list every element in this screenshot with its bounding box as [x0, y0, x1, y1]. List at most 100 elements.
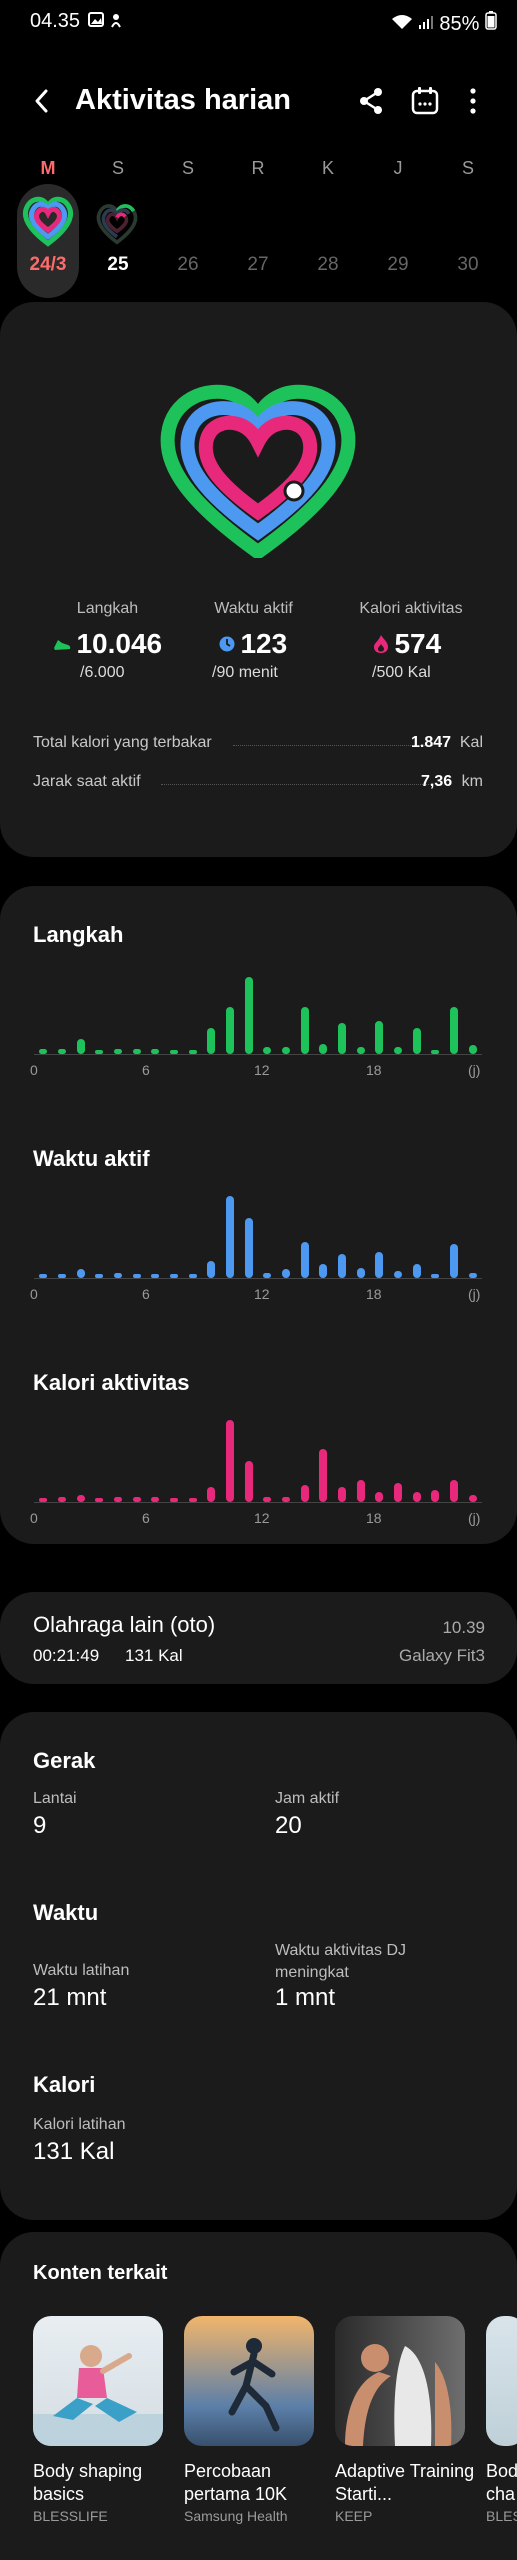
heart-rings-icon	[22, 196, 74, 247]
day-number-24[interactable]: 24/3	[29, 254, 67, 275]
chart-bar	[450, 1243, 458, 1278]
chart-bar	[244, 1460, 253, 1502]
chart-bar	[95, 1050, 104, 1054]
dotted-leader	[161, 784, 431, 785]
chart-bar	[170, 1050, 178, 1054]
content-thumbnail-partial[interactable]	[486, 2316, 517, 2446]
status-time: 04.35	[30, 10, 81, 32]
steps-goal: /6.000	[80, 664, 125, 681]
calendar-button[interactable]	[408, 84, 442, 118]
chart-bar	[319, 1043, 328, 1054]
chart-bar	[300, 1006, 309, 1054]
chart-bar	[282, 1496, 290, 1502]
content-thumbnail-adaptive-training[interactable]	[335, 2316, 465, 2446]
chart-bar	[431, 1489, 440, 1502]
day-letter-thu: R	[251, 158, 265, 178]
chart-tick-label: (j)	[468, 1286, 481, 1302]
day-letter-tue: S	[111, 158, 124, 178]
steps-label: Langkah	[76, 600, 139, 617]
content-title[interactable]: Bod cha	[486, 2461, 517, 2504]
hourly-charts-card[interactable]: Langkah Waktu aktif Kalori aktivitas 0 6 1…	[0, 886, 517, 1544]
day-number-26: 26	[177, 254, 199, 275]
day-number-30: 30	[457, 254, 479, 275]
day-ring-24[interactable]	[20, 192, 76, 248]
content-thumbnail-body-shaping[interactable]	[33, 2316, 163, 2446]
active-hours-label: Jam aktif	[275, 1790, 340, 1807]
chart-axis	[34, 1278, 482, 1279]
more-options-button[interactable]	[456, 84, 490, 118]
chart-bar	[188, 1498, 197, 1502]
content-title[interactable]: Adaptive Training Starti...	[335, 2461, 475, 2504]
chart-bar	[431, 1049, 440, 1054]
content-source: BLES	[486, 2508, 517, 2524]
chart-bar	[39, 1274, 48, 1278]
shoe-icon	[54, 640, 71, 650]
hr-time-label: Waktu aktivitas DJ meningkat	[275, 1942, 406, 1981]
chart-bar	[300, 1241, 309, 1278]
summary-card[interactable]: Langkah Waktu aktif Kalori aktivitas 10.…	[0, 302, 517, 857]
workout-card[interactable]: Olahraga lain (oto) 00:21:49 131 Kal 10.…	[0, 1592, 517, 1684]
day-selector: M S S R K J S 24/3 25 26 27 28 29 30	[0, 150, 517, 298]
notification-icons	[88, 11, 128, 34]
chart-bar	[356, 1047, 365, 1054]
chart-bar	[412, 1028, 421, 1054]
workout-time-label: Waktu latihan	[33, 1962, 130, 1979]
active-time-goal: /90 menit	[212, 664, 278, 681]
chart-bar	[95, 1274, 104, 1278]
chart-bar	[263, 1047, 272, 1054]
chart-bar	[356, 1479, 365, 1502]
content-thumbnail-10k[interactable]	[184, 2316, 314, 2446]
hr-time-value: 1 mnt	[275, 1984, 336, 2011]
chart-bar	[39, 1497, 48, 1502]
chart-bar	[394, 1047, 402, 1054]
chart-bar	[207, 1028, 216, 1054]
heart-rings-icon	[160, 384, 356, 561]
battery-level: 85%	[439, 13, 480, 35]
day-number-28: 28	[317, 254, 339, 275]
chart-bar	[132, 1496, 141, 1502]
chart-bar	[76, 1269, 85, 1278]
chart-tick-label: 0	[30, 1286, 38, 1302]
chart-tick-label: (j)	[468, 1510, 481, 1526]
workout-calories: 131 Kal	[125, 1646, 183, 1665]
wifi-icon	[391, 15, 417, 34]
chart-bar	[412, 1491, 421, 1502]
chart-bar	[114, 1048, 122, 1054]
chart-bar	[207, 1486, 216, 1502]
yoga-figure-icon	[33, 2345, 163, 2446]
chart-bar	[226, 1196, 234, 1278]
calories-chart-title: Kalori aktivitas	[33, 1370, 190, 1395]
chart-tick-label: 12	[254, 1510, 270, 1526]
chart-tick-label: 6	[142, 1286, 150, 1302]
content-title[interactable]: Percobaan pertama 10K	[184, 2461, 288, 2504]
clock-icon	[219, 636, 235, 652]
workout-duration: 00:21:49	[33, 1646, 100, 1665]
chart-bar	[39, 1048, 48, 1054]
total-calories-row: Total kalori yang terbakar 1.847 Kal	[33, 734, 483, 758]
day-ring-25[interactable]	[94, 200, 140, 246]
distance-label: Jarak saat aktif	[33, 773, 141, 790]
workout-time-value: 21 mnt	[33, 1984, 107, 2011]
floors-label: Lantai	[33, 1790, 77, 1807]
content-title[interactable]: Body shaping basics	[33, 2461, 143, 2504]
day-number-29: 29	[387, 254, 409, 275]
chart-bar	[151, 1496, 160, 1502]
chart-bar	[338, 1253, 346, 1278]
chart-bar	[58, 1048, 66, 1054]
share-button[interactable]	[354, 84, 388, 118]
chart-bar	[132, 1274, 141, 1278]
steps-value: 10.046	[76, 628, 163, 659]
chevron-left-icon	[35, 89, 48, 113]
chart-bar	[394, 1483, 402, 1502]
heart-rings-icon	[96, 204, 138, 245]
distance-value: 7,36	[421, 773, 453, 790]
chart-bar	[468, 1495, 477, 1502]
athlete-figure-icon	[345, 2344, 452, 2446]
status-bar: 04.35 85%	[0, 0, 517, 44]
back-button[interactable]	[28, 86, 58, 116]
dotted-leader	[233, 745, 433, 746]
day-number-25[interactable]: 25	[107, 254, 129, 275]
distance-unit: km	[461, 773, 483, 790]
flame-icon	[374, 635, 388, 653]
calories-label: Kalori aktivitas	[359, 600, 463, 617]
